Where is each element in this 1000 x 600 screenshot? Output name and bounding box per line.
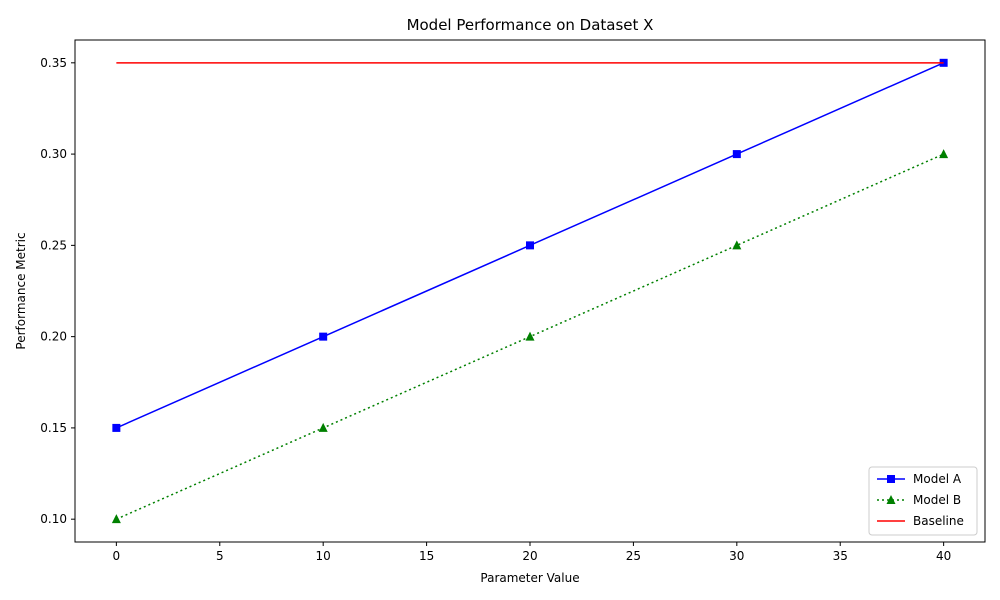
data-point-model-b bbox=[732, 240, 742, 250]
chart-title: Model Performance on Dataset X bbox=[407, 16, 654, 34]
x-axis-label: Parameter Value bbox=[480, 571, 579, 585]
y-tick-label: 0.35 bbox=[40, 56, 67, 70]
legend: Model A Model B Baseline bbox=[868, 466, 978, 536]
x-axis: 0 5 10 15 20 25 30 35 40 bbox=[113, 542, 951, 563]
y-tick-label: 0.20 bbox=[40, 330, 67, 344]
x-tick-label: 35 bbox=[833, 549, 848, 563]
x-tick-label: 30 bbox=[729, 549, 744, 563]
data-point-model-b bbox=[318, 422, 328, 432]
data-point-model-b bbox=[939, 149, 949, 159]
y-tick-label: 0.10 bbox=[40, 512, 67, 526]
x-tick-label: 40 bbox=[936, 549, 951, 563]
legend-marker-model-a bbox=[887, 475, 895, 483]
data-point-model-a bbox=[319, 332, 328, 341]
x-tick-label: 25 bbox=[626, 549, 641, 563]
y-axis-label: Performance Metric bbox=[14, 232, 28, 349]
x-tick-label: 5 bbox=[216, 549, 224, 563]
legend-box bbox=[868, 466, 978, 536]
series-line-model-b bbox=[116, 153, 944, 520]
y-tick-label: 0.15 bbox=[40, 421, 67, 435]
data-point-model-a bbox=[526, 241, 534, 250]
data-point-model-b bbox=[111, 514, 121, 524]
legend-label-model-a: Model A bbox=[913, 472, 962, 486]
series-layer bbox=[111, 58, 949, 524]
x-tick-label: 20 bbox=[522, 549, 537, 563]
x-tick-label: 15 bbox=[419, 549, 434, 563]
data-point-model-a bbox=[732, 150, 741, 159]
plot-frame bbox=[74, 39, 986, 543]
x-tick-label: 10 bbox=[316, 549, 331, 563]
y-axis: 0.10 0.15 0.20 0.25 0.30 0.35 bbox=[40, 56, 75, 526]
legend-marker-model-b bbox=[886, 495, 896, 504]
data-point-model-b bbox=[525, 331, 535, 341]
data-point-model-a bbox=[112, 423, 121, 432]
x-tick-label: 0 bbox=[113, 549, 121, 563]
y-tick-label: 0.30 bbox=[40, 147, 67, 161]
legend-label-model-b: Model B bbox=[913, 493, 961, 507]
legend-label-baseline: Baseline bbox=[913, 514, 964, 528]
y-tick-label: 0.25 bbox=[40, 238, 67, 252]
